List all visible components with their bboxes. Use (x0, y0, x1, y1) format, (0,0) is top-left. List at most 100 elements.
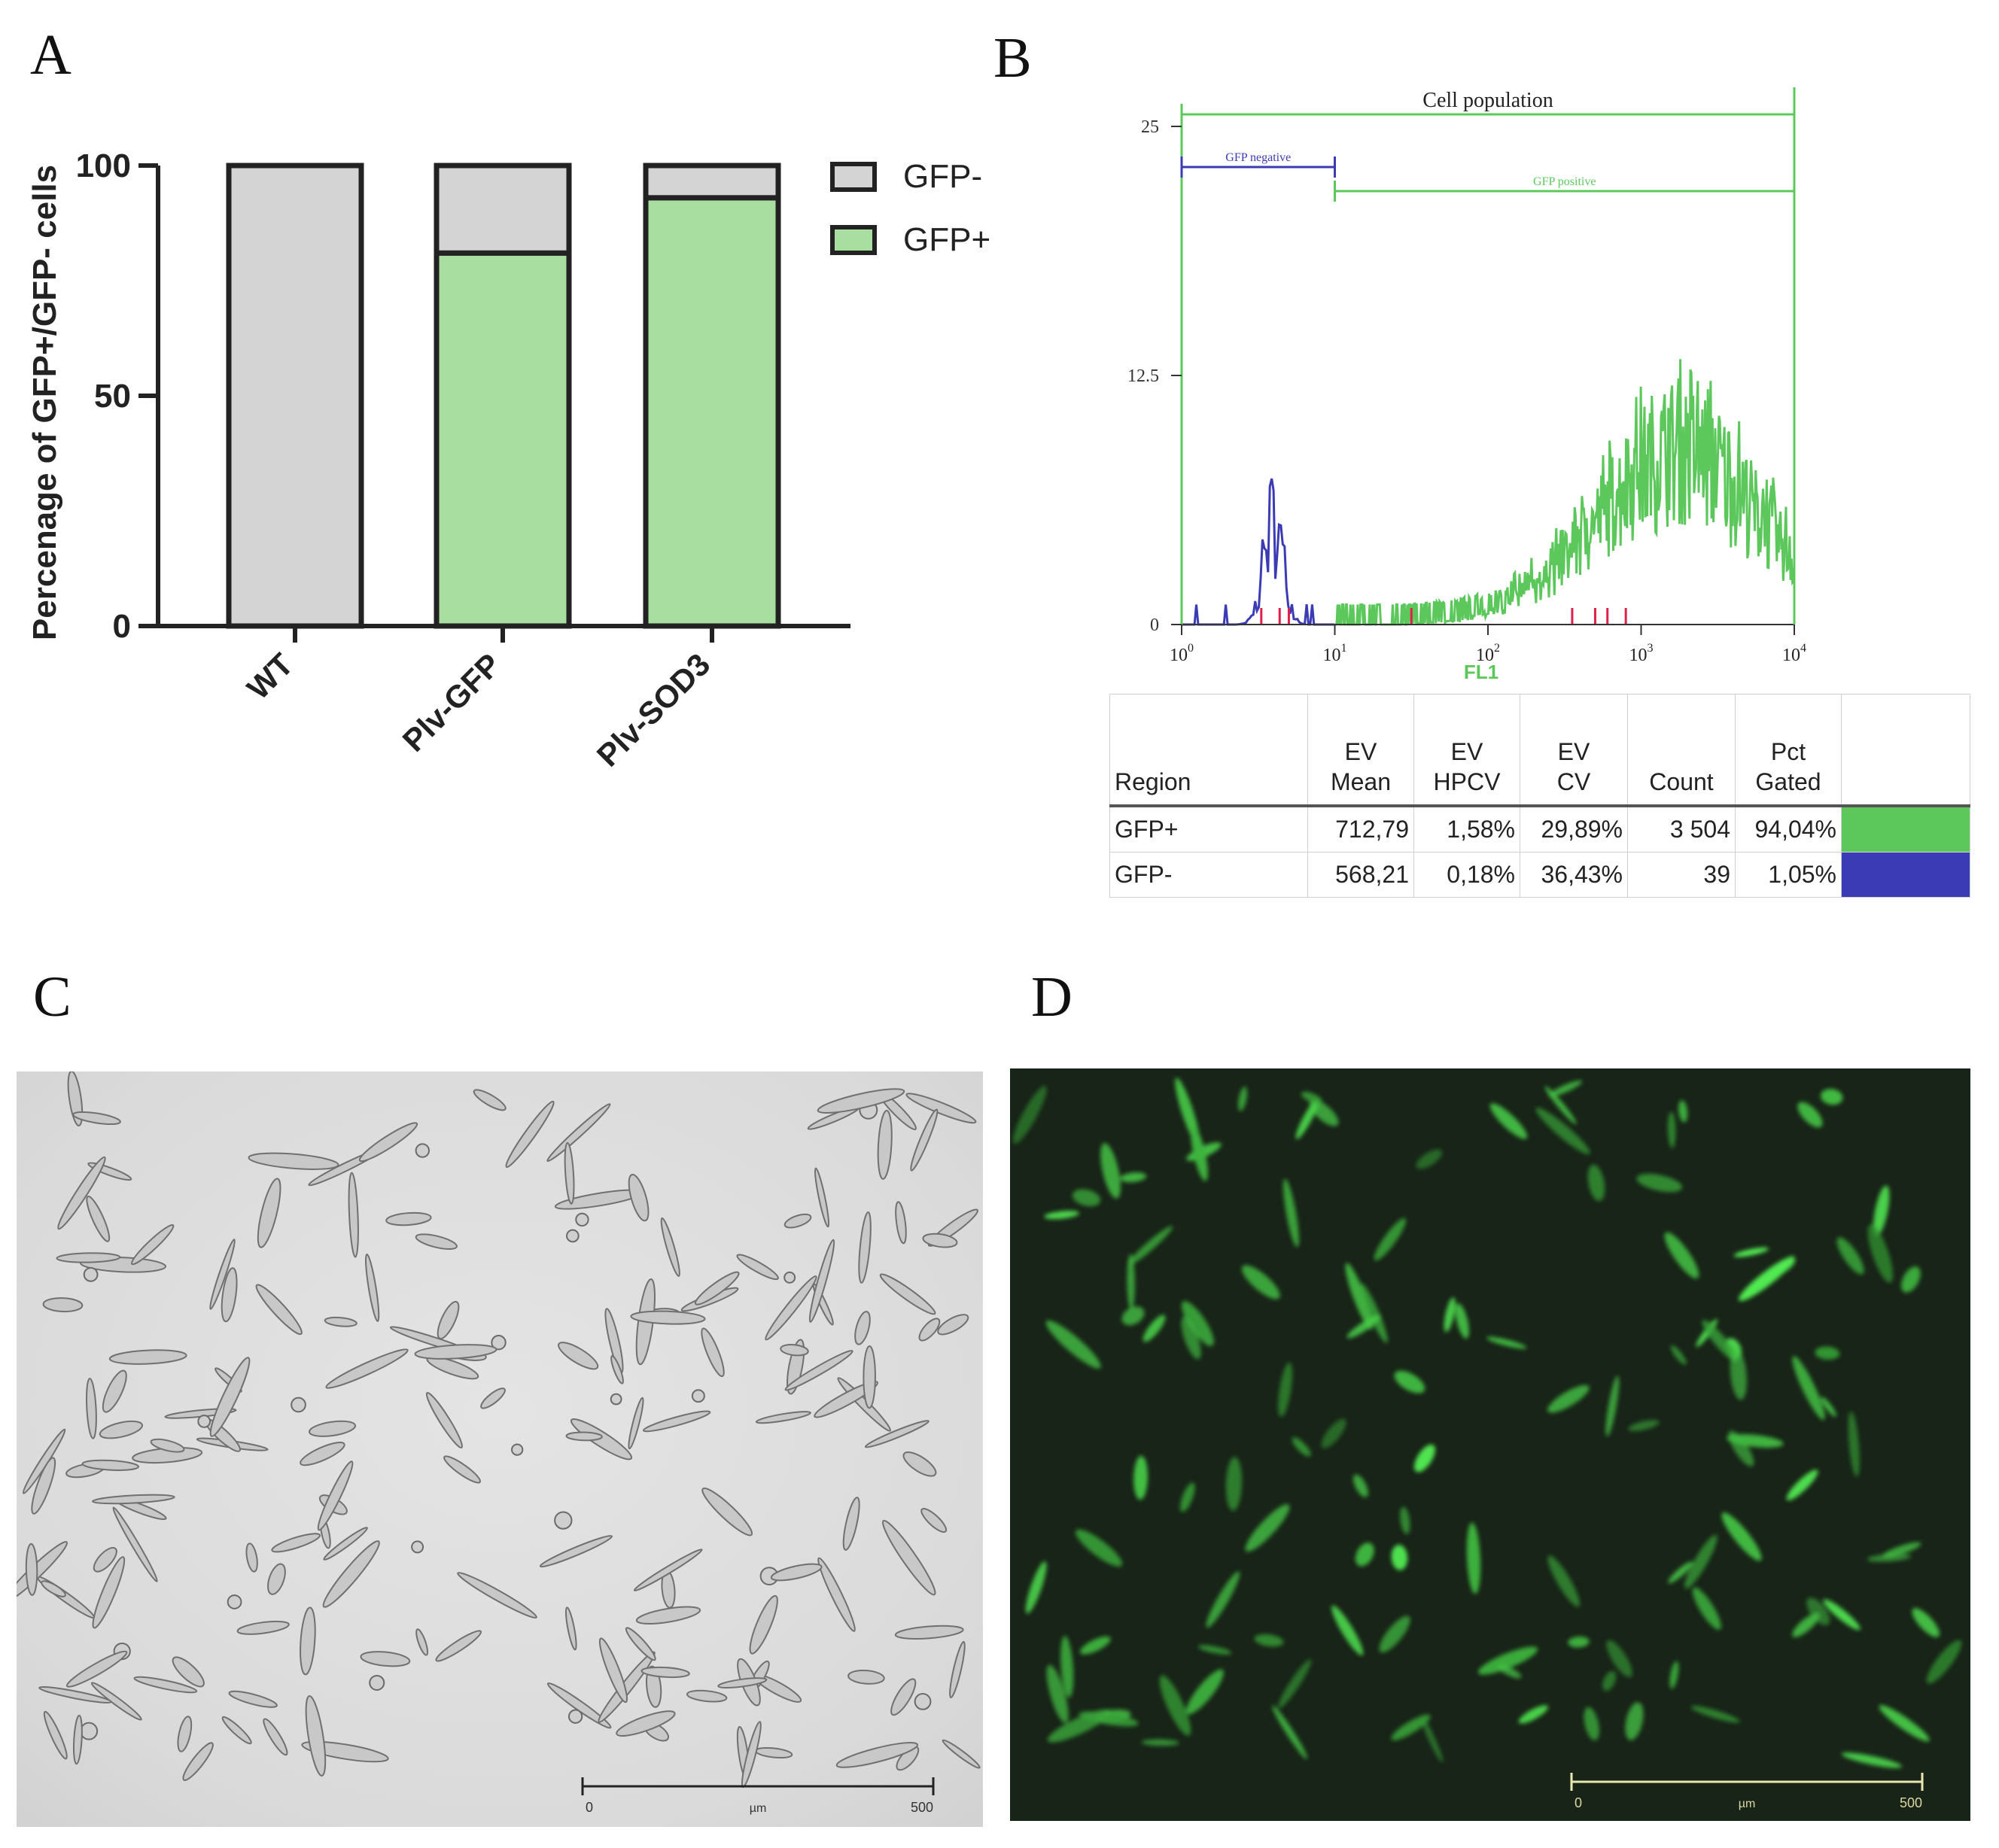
scale-unit: µm (750, 1802, 767, 1815)
round-cell (83, 1266, 99, 1282)
spindle-cell (457, 1572, 537, 1619)
fluorescent-cell (1692, 1587, 1721, 1631)
round-cell (491, 1335, 507, 1351)
spindle-cell (172, 1656, 205, 1688)
spindle-cell (267, 1563, 286, 1595)
fluorescent-cell (1127, 1226, 1173, 1266)
fluorescent-cell (1360, 1283, 1388, 1343)
fluorescent-cell (1836, 1237, 1864, 1275)
cells (17, 1071, 981, 1789)
fluorescent-cell (1548, 1080, 1583, 1097)
header-region: Region (1109, 694, 1308, 806)
spindle-cell (558, 1342, 599, 1370)
fluorescent-cell (1394, 1370, 1425, 1394)
fluorescent-cell (1584, 1707, 1599, 1741)
spindle-cell (358, 1122, 418, 1163)
fluorescent-cell (1141, 1739, 1179, 1746)
fluorescent-cell (1331, 1605, 1364, 1656)
cell-region: GFP- (1109, 852, 1308, 898)
y-axis-ticks: 0 50 100 (76, 147, 158, 645)
x-tick-label: 103 (1629, 642, 1654, 665)
spindle-cell (864, 1420, 930, 1448)
micrograph-background (1010, 1068, 1970, 1821)
bar-segment-gfp-positive (643, 195, 781, 629)
fluorescent-cell (1044, 1211, 1079, 1220)
fluorescent-cell (1628, 1420, 1660, 1431)
fluorescent-cell (1100, 1143, 1121, 1199)
fluorescent-cell (1721, 1512, 1762, 1561)
x-tick-label: 101 (1323, 642, 1347, 665)
spindle-cell (177, 1716, 193, 1752)
spindle-cell (108, 1349, 187, 1365)
spindle-cell (910, 1108, 939, 1172)
spindle-cell (694, 1271, 740, 1305)
brightfield-micrograph: 0 µm 500 (17, 1071, 983, 1827)
fluorescent-cell (1605, 1375, 1620, 1437)
fluorescent-cell (1079, 1711, 1139, 1727)
bar-segment-gfp-negative (434, 163, 572, 256)
spindle-cell (564, 1141, 575, 1205)
fluorescent-cell (1873, 1185, 1890, 1236)
spindle-cell (43, 1710, 68, 1760)
spindle-cell (131, 1223, 175, 1266)
spindle-cell (300, 1442, 345, 1467)
scale-bar: 0 µm 500 (1570, 1773, 1924, 1810)
fluorescent-cell (1636, 1173, 1683, 1193)
spindle-cell (435, 1630, 482, 1662)
spindle-cell (414, 1344, 497, 1360)
fluorescent-cell (1466, 1522, 1481, 1594)
fluorescent-cell (1352, 1474, 1368, 1497)
fluorescent-cell (1690, 1706, 1740, 1723)
fluorescent-cell (1684, 1534, 1718, 1589)
spindle-cell (736, 1254, 779, 1281)
stacked-bar-chart: 0 50 100 WT Plv-GFP Plv-SOD3 Percenage of GF… (26, 147, 990, 774)
round-cell (610, 1393, 622, 1406)
spindle-cell (858, 1211, 872, 1284)
spindle-cell (325, 1348, 409, 1389)
fluorescent-cell (1143, 1315, 1166, 1342)
legend: GFP- GFP+ (830, 158, 990, 258)
cell-mean: 568,21 (1307, 852, 1414, 898)
spindle-cell (949, 1640, 966, 1698)
spindle-cell (565, 1431, 603, 1442)
fluorescent-cell (1518, 1705, 1548, 1724)
spindle-cell (642, 1410, 711, 1433)
spindle-cell (323, 1527, 368, 1561)
x-axis-label: FL1 (1464, 661, 1498, 683)
round-cell (567, 1709, 583, 1724)
x-axis-ticks: 100 101 102 103 104 (1170, 625, 1806, 665)
fluorescent-cell (1391, 1714, 1431, 1740)
spindle-cell (854, 1311, 871, 1345)
legend-label: GFP+ (903, 221, 990, 258)
spindle-cell (81, 1459, 139, 1471)
spindle-cell (257, 1178, 281, 1248)
spindle-cell (92, 1556, 126, 1629)
spindle-cell (628, 1174, 650, 1222)
spindle-cell (902, 1451, 937, 1477)
fluorescent-cell (1420, 1715, 1444, 1763)
y-tick-label: 50 (94, 378, 131, 415)
fluorescent-cell (1821, 1089, 1843, 1105)
fluorescent-cell (1547, 1384, 1590, 1413)
fluorescent-cell (1486, 1336, 1527, 1349)
bar-segment-gfp-negative (226, 163, 364, 629)
spindle-cell (72, 1111, 121, 1126)
gate-markers: Cell population GFP negative GFP positive (1180, 89, 1796, 202)
fluorescent-cell (1238, 1087, 1248, 1111)
spindle-cell (90, 1682, 142, 1721)
cell-region: GFP+ (1109, 805, 1308, 853)
spindle-cell (879, 1273, 936, 1315)
fluorescent-cell (1815, 1346, 1840, 1360)
spindle-cell (300, 1606, 316, 1676)
fluorescent-cell (1678, 1100, 1688, 1123)
spindle-cell (133, 1676, 198, 1694)
legend-swatch (830, 162, 877, 192)
round-cell (511, 1443, 524, 1456)
fluorescent-cell (1283, 1178, 1299, 1248)
spindle-cell (221, 1716, 252, 1745)
spindle-cell (686, 1689, 728, 1703)
fluorescent-cell (1012, 1086, 1047, 1144)
fluorescent-cell (1867, 1223, 1893, 1283)
fluorescent-cell (1374, 1217, 1407, 1261)
spindle-cell (539, 1535, 613, 1568)
